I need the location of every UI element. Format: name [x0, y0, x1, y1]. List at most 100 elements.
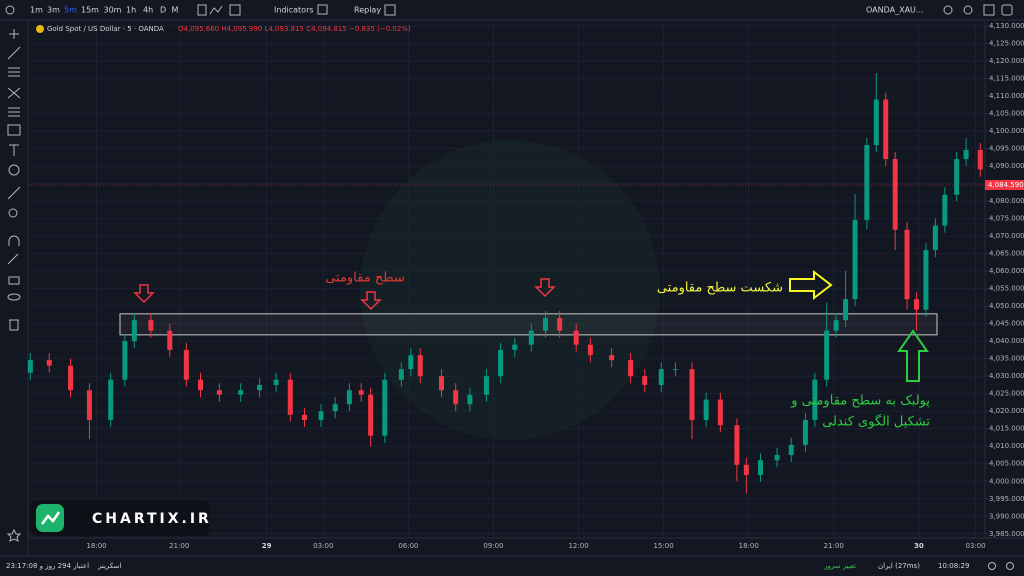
y-tick-label: 3,990.000 — [989, 512, 1024, 520]
annotation: تشکیل الگوی کندلی — [822, 414, 930, 430]
candle-body — [843, 299, 849, 321]
x-tick-label: 06:00 — [398, 542, 418, 550]
magnet-tool[interactable] — [8, 235, 20, 246]
legend-symbol: Gold Spot / US Dollar · 5 · OANDA — [47, 25, 164, 33]
interval-button[interactable]: 3m — [47, 6, 60, 15]
crosshair-tool[interactable] — [9, 29, 19, 39]
measure-tool[interactable] — [7, 186, 21, 200]
settings-icon[interactable] — [1006, 562, 1014, 570]
compare-icon[interactable] — [229, 4, 241, 16]
candle-body — [873, 99, 879, 146]
candle-body — [368, 394, 374, 436]
settings-icon[interactable] — [963, 5, 973, 15]
search-icon[interactable] — [943, 5, 953, 15]
lock-tool[interactable] — [8, 276, 20, 285]
visibility-icon[interactable] — [988, 562, 996, 570]
y-tick-label: 3,985.000 — [989, 530, 1024, 538]
chart-type-icon[interactable] — [197, 4, 207, 16]
candle-body — [273, 379, 279, 385]
x-tick-label: 03:00 — [965, 542, 985, 550]
interval-button[interactable]: 1m — [30, 6, 43, 15]
candle-body — [167, 330, 173, 350]
candle-body — [864, 145, 870, 220]
pattern-tool[interactable] — [7, 87, 21, 99]
y-tick-label: 4,100.000 — [989, 127, 1024, 135]
interval-button[interactable]: 4h — [143, 6, 153, 15]
y-tick-label: 4,030.000 — [989, 372, 1024, 380]
icon-tool[interactable] — [8, 164, 20, 176]
interval-button[interactable]: 1h — [126, 6, 136, 15]
favorites-tool[interactable] — [6, 528, 22, 542]
y-tick-label: 4,005.000 — [989, 460, 1024, 468]
fullscreen-icon[interactable] — [983, 4, 995, 16]
candle-body — [963, 149, 969, 160]
candle-body — [301, 414, 307, 420]
candle-body — [408, 355, 414, 370]
candle-body — [892, 159, 898, 230]
y-tick-label: 4,035.000 — [989, 355, 1024, 363]
yellow-arrow — [789, 269, 833, 301]
alert-icon[interactable] — [384, 4, 396, 16]
hide-tool[interactable] — [7, 293, 21, 301]
templates-icon[interactable] — [317, 4, 328, 15]
indicators-button[interactable]: Indicators — [274, 6, 314, 15]
watermark-text: CHARTIX.IR — [92, 511, 212, 527]
candle-body — [658, 369, 664, 385]
y-tick-label: 4,080.000 — [989, 197, 1024, 205]
y-tick-label: 4,040.000 — [989, 337, 1024, 345]
y-tick-label: 4,010.000 — [989, 442, 1024, 450]
interval-button[interactable]: 5m — [64, 6, 77, 15]
candle-body — [216, 390, 222, 395]
interval-button[interactable]: 15m — [81, 6, 99, 15]
y-tick-label: 4,065.000 — [989, 250, 1024, 258]
interval-button[interactable]: M — [172, 6, 179, 15]
candle-body — [852, 219, 858, 300]
add-symbol-icon[interactable] — [5, 5, 15, 15]
y-tick-label: 4,020.000 — [989, 407, 1024, 415]
resistance-zone — [119, 313, 938, 336]
interval-button[interactable]: 30m — [104, 6, 122, 15]
zoom-tool[interactable] — [8, 208, 18, 218]
candle-body — [904, 229, 910, 300]
replay-button[interactable]: Replay — [354, 6, 381, 15]
change-server-button[interactable]: تغییر سرور — [823, 562, 856, 570]
y-tick-label: 4,115.000 — [989, 74, 1024, 82]
candle-body — [812, 379, 818, 420]
candle-body — [453, 390, 459, 405]
candle-body — [743, 464, 749, 475]
interval-button[interactable]: D — [160, 6, 166, 15]
green-arrow — [897, 329, 929, 382]
fib-tool[interactable] — [8, 67, 20, 77]
y-tick-label: 4,050.000 — [989, 302, 1024, 310]
candle-body — [197, 379, 203, 391]
candle-body — [27, 360, 33, 373]
line-type-icon[interactable] — [209, 5, 223, 15]
candle-body — [717, 399, 723, 426]
snapshot-icon[interactable] — [1001, 4, 1013, 16]
prediction-tool[interactable] — [8, 107, 20, 117]
candle-body — [788, 444, 794, 455]
text-tool[interactable] — [9, 144, 19, 156]
red-arrow — [133, 284, 155, 304]
x-tick-label: 30 — [914, 542, 924, 550]
y-tick-label: 4,045.000 — [989, 320, 1024, 328]
candle-body — [689, 369, 695, 420]
candle-body — [398, 369, 404, 380]
candle-body — [483, 376, 489, 395]
symbol-name[interactable]: OANDA_XAU... — [866, 6, 924, 15]
candle-body — [318, 411, 324, 420]
draw-mode-tool[interactable] — [7, 253, 19, 265]
candle-body — [346, 390, 352, 405]
candle-body — [417, 355, 423, 377]
trendline-tool[interactable] — [7, 46, 21, 60]
y-tick-label: 4,075.000 — [989, 215, 1024, 223]
annotation: سطح مقاومتی — [325, 271, 405, 286]
delete-tool[interactable] — [9, 319, 19, 331]
candle-body — [609, 355, 615, 361]
screener-button[interactable]: اسکرینر — [97, 562, 122, 570]
candle-body — [774, 454, 780, 461]
y-tick-label: 4,090.000 — [989, 162, 1024, 170]
candle-body — [382, 379, 388, 436]
shape-tool[interactable] — [7, 124, 21, 136]
candle-body — [642, 376, 648, 385]
